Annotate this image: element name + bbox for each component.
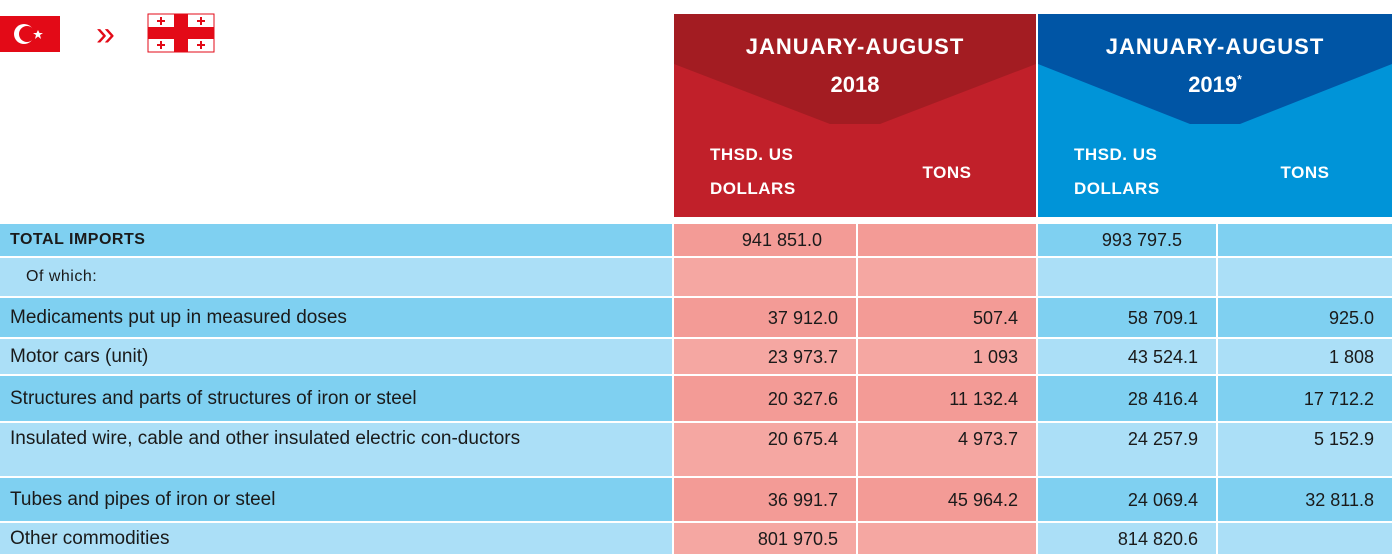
value-cell bbox=[858, 224, 1036, 256]
turkey-flag bbox=[0, 16, 60, 52]
value-cell: 17 712.2 bbox=[1218, 376, 1392, 421]
value-cell bbox=[1218, 523, 1392, 554]
value-cell: 36 991.7 bbox=[674, 478, 856, 521]
value-cell bbox=[674, 258, 856, 296]
value-cell: 941 851.0 bbox=[674, 224, 856, 256]
row-label: Motor cars (unit) bbox=[0, 339, 672, 374]
year: 2018 bbox=[830, 72, 880, 97]
value-cell: 993 797.5 bbox=[1038, 224, 1216, 256]
period-title: JANUARY-AUGUST bbox=[1105, 34, 1325, 59]
arrow: » bbox=[96, 15, 115, 53]
value-cell: 4 973.7 bbox=[858, 423, 1036, 476]
value-cell: 507.4 bbox=[858, 298, 1036, 337]
year: 2019 bbox=[1188, 72, 1238, 97]
value-cell: 23 973.7 bbox=[674, 339, 856, 374]
value-cell: 11 132.4 bbox=[858, 376, 1036, 421]
value-cell: 32 811.8 bbox=[1218, 478, 1392, 521]
column-header: TONS bbox=[922, 163, 972, 182]
georgia-flag bbox=[147, 13, 215, 53]
value-cell: 20 675.4 bbox=[674, 423, 856, 476]
value-cell: 37 912.0 bbox=[674, 298, 856, 337]
value-cell: 43 524.1 bbox=[1038, 339, 1216, 374]
column-header: TONS bbox=[1280, 163, 1330, 182]
period-title: JANUARY-AUGUST bbox=[745, 34, 965, 59]
value-cell: 1 093 bbox=[858, 339, 1036, 374]
value-cell: 925.0 bbox=[1218, 298, 1392, 337]
value-cell: 45 964.2 bbox=[858, 478, 1036, 521]
value-cell bbox=[1038, 258, 1216, 296]
value-cell bbox=[1218, 258, 1392, 296]
value-cell: 24 257.9 bbox=[1038, 423, 1216, 476]
value-cell bbox=[858, 523, 1036, 554]
header-2018-top bbox=[674, 14, 1036, 124]
row-label: Other commodities bbox=[0, 523, 672, 554]
value-cell: 5 152.9 bbox=[1218, 423, 1392, 476]
column-header: THSD. US DOLLARS bbox=[710, 145, 796, 198]
value-cell: 20 327.6 bbox=[674, 376, 856, 421]
row-label: Structures and parts of structures of ir… bbox=[0, 376, 672, 421]
row-label: Medicaments put up in measured doses bbox=[0, 298, 672, 337]
column-header: THSD. US DOLLARS bbox=[1074, 145, 1160, 198]
row-label: Of which: bbox=[0, 258, 672, 296]
value-cell: 1 808 bbox=[1218, 339, 1392, 374]
value-cell: 28 416.4 bbox=[1038, 376, 1216, 421]
value-cell bbox=[858, 258, 1036, 296]
period-year: 2018 bbox=[674, 72, 1036, 98]
value-cell bbox=[1218, 224, 1392, 256]
period-year: 2019* bbox=[1038, 72, 1392, 98]
row-label: TOTAL IMPORTS bbox=[0, 224, 672, 256]
row-label: Insulated wire, cable and other insulate… bbox=[0, 423, 672, 476]
value-cell: 814 820.6 bbox=[1038, 523, 1216, 554]
value-cell: 58 709.1 bbox=[1038, 298, 1216, 337]
row-label: Tubes and pipes of iron or steel bbox=[0, 478, 672, 521]
header-2019-top bbox=[1038, 14, 1392, 124]
footnote-mark: * bbox=[1237, 72, 1242, 87]
value-cell: 24 069.4 bbox=[1038, 478, 1216, 521]
value-cell: 801 970.5 bbox=[674, 523, 856, 554]
